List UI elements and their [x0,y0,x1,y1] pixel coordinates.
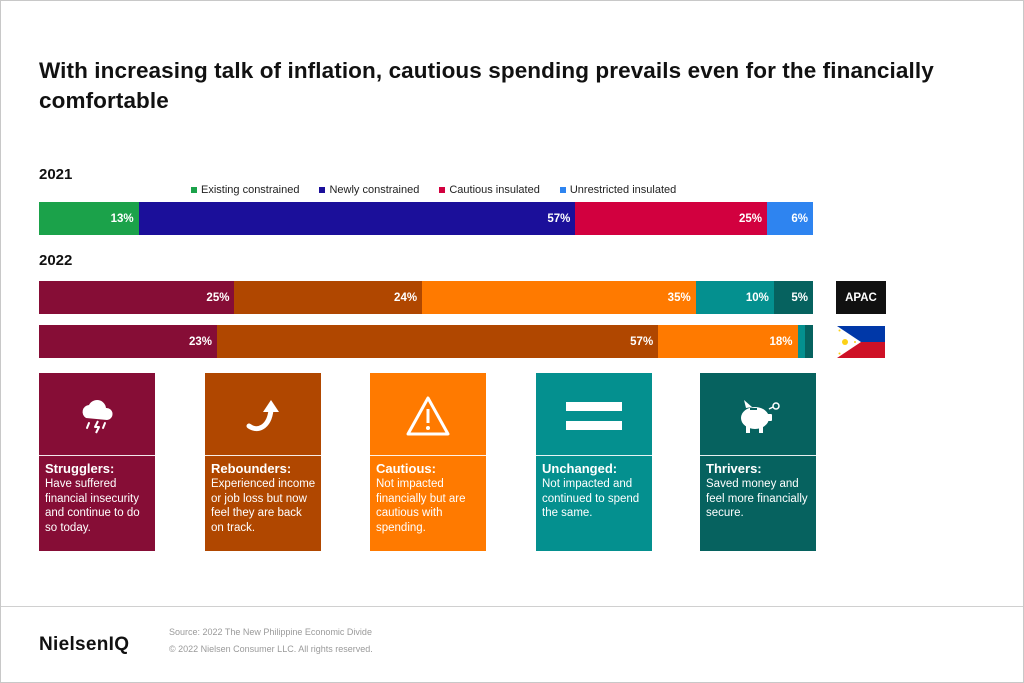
card-divider [370,455,486,456]
card-description: Saved money and feel more financially se… [706,478,808,519]
data-label: 25% [738,212,762,225]
card-divider [39,455,155,456]
bar-segment-unchanged: 10% [695,281,774,314]
piggy-bank-icon [700,381,816,451]
legend-item: Existing constrained [191,183,299,197]
legend-swatch [439,187,446,193]
bar-segment-existing-constrained: 13% [39,202,139,235]
legend-label: Unrestricted insulated [569,184,677,196]
bar-segment-rebounders: 57% [217,325,659,358]
data-label: 6% [791,212,808,225]
chart-title: With increasing talk of inflation, cauti… [39,58,934,113]
bar-2022-apac: 25% 24% 35% 10% 5% [39,281,813,314]
legend-item: Cautious insulated [439,183,540,197]
card-heading: Strugglers: [45,461,115,476]
card-heading: Rebounders: [211,461,292,476]
footer-divider [1,606,1023,607]
card-heading: Cautious: [376,461,436,476]
bar-segment-newly-constrained: 57% [138,202,576,235]
data-label: 18% [769,335,793,348]
bar-segment-unchanged [797,325,806,358]
bar-2021: 13% 57% 25% 6% [39,202,813,235]
year-2021-label: 2021 [39,166,73,183]
philippines-flag-icon [837,326,885,358]
card-divider [700,455,816,456]
data-label: 10% [745,291,769,304]
data-label: 25% [206,291,230,304]
card-heading: Unchanged: [542,461,618,476]
bar-segment-thrivers [805,325,813,358]
data-label: 57% [547,212,571,225]
bar-segment-unrestricted-insulated: 6% [766,202,813,235]
card-divider [536,455,652,456]
legend-swatch [191,187,197,193]
card-description: Experienced income or job loss but now f… [211,478,316,534]
data-label: 23% [188,335,213,348]
bar-2022-philippines: 23% 57% 18% [39,325,813,358]
copyright-note: © 2022 Nielsen Consumer LLC. All rights … [169,644,373,654]
equals-icon [536,381,652,451]
data-label: 5% [791,291,808,304]
legend-label: Existing constrained [201,184,300,196]
bar-segment-rebounders: 24% [234,281,423,314]
apac-badge: APAC [836,281,886,314]
data-label: 24% [394,291,418,304]
data-label: 13% [110,212,134,225]
nielseniq-logo: NielsenIQ [39,634,130,655]
legend-label: Newly constrained [329,184,420,196]
year-2022-label: 2022 [39,252,73,269]
warning-triangle-icon [370,381,486,451]
legend: Existing constrained Newly constrained C… [191,183,696,197]
bar-segment-strugglers: 25% [39,281,235,314]
card-cautious: Cautious: Not impacted financially but a… [370,373,486,551]
bar-segment-cautious: 35% [422,281,696,314]
card-divider [205,455,321,456]
data-label: 57% [630,335,654,348]
card-heading: Thrivers: [706,461,762,476]
card-rebounders: Rebounders: Experienced income or job lo… [205,373,321,551]
legend-label: Cautious insulated [449,184,540,196]
bar-segment-cautious: 18% [658,325,798,358]
bar-segment-thrivers: 5% [773,281,813,314]
card-description: Not impacted financially but are cautiou… [376,478,466,534]
curved-arrow-up-icon [205,381,321,451]
legend-swatch [559,187,566,193]
card-description: Have suffered financial insecurity and c… [45,478,140,534]
legend-item: Unrestricted insulated [559,183,677,197]
source-note: Source: 2022 The New Philippine Economic… [169,627,372,637]
legend-swatch [319,187,326,193]
data-label: 35% [667,291,691,304]
card-description: Not impacted and continued to spend the … [542,478,640,519]
legend-item: Newly constrained [319,183,419,197]
storm-cloud-icon [39,381,155,451]
bar-segment-strugglers: 23% [39,325,218,358]
card-thrivers: Thrivers: Saved money and feel more fina… [700,373,816,551]
card-unchanged: Unchanged: Not impacted and continued to… [536,373,652,551]
bar-segment-cautious-insulated: 25% [575,202,767,235]
card-strugglers: Strugglers: Have suffered financial inse… [39,373,155,551]
